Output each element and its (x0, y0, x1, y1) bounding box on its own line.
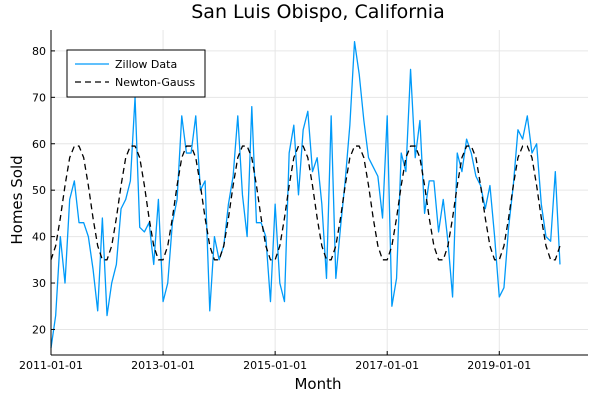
series-line-zillow (50, 40, 561, 349)
tick-labels: 20 30 40 50 60 70 80 2011-01-01 2013-01-01 2015-0… (19, 45, 531, 372)
y-axis-label: Homes Sold (8, 155, 26, 244)
series-line-newton-gauss (50, 145, 561, 261)
chart-title: San Luis Obispo, California (191, 1, 444, 23)
y-tick-label: 40 (32, 231, 46, 244)
x-tick-label: 2011-01-01 (19, 359, 83, 372)
x-axis-label: Month (294, 375, 341, 393)
x-tick-label: 2013-01-01 (131, 359, 195, 372)
y-tick-label: 70 (32, 91, 46, 104)
y-tick-label: 30 (32, 277, 46, 290)
x-tick-label: 2019-01-01 (467, 359, 531, 372)
x-tick-label: 2015-01-01 (243, 359, 307, 372)
legend-label-zillow: Zillow Data (115, 58, 177, 71)
y-tick-label: 80 (32, 45, 46, 58)
legend: Zillow Data Newton-Gauss (66, 49, 206, 98)
legend-label-newton-gauss: Newton-Gauss (115, 76, 195, 89)
axes (50, 30, 588, 356)
y-tick-label: 60 (32, 138, 46, 151)
y-tick-label: 50 (32, 184, 46, 197)
series-group (50, 40, 561, 349)
x-tick-label: 2017-01-01 (355, 359, 419, 372)
legend-box (66, 49, 206, 98)
y-tick-label: 20 (32, 323, 46, 336)
